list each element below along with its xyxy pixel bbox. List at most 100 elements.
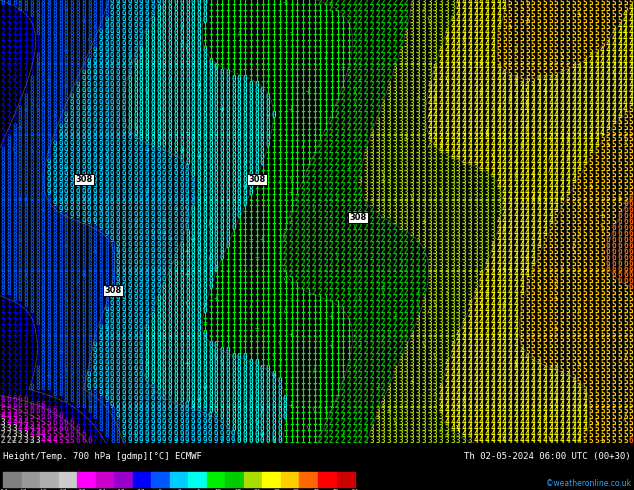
Text: 2: 2 <box>352 122 357 132</box>
Text: 7: 7 <box>6 342 11 350</box>
Text: 5: 5 <box>605 128 611 138</box>
Text: 5: 5 <box>566 306 570 315</box>
Text: 1: 1 <box>266 70 270 78</box>
Text: 4: 4 <box>496 336 501 344</box>
Text: 7: 7 <box>18 64 22 73</box>
Text: 3: 3 <box>456 282 460 291</box>
Text: 5: 5 <box>623 288 628 297</box>
Text: 9: 9 <box>105 22 109 31</box>
Text: 2: 2 <box>312 282 316 291</box>
Text: 9: 9 <box>208 418 212 427</box>
Text: 1: 1 <box>208 46 212 55</box>
Text: 2: 2 <box>370 0 374 7</box>
Text: 3: 3 <box>479 194 484 202</box>
Text: 8: 8 <box>105 276 109 285</box>
Text: 9: 9 <box>156 199 161 208</box>
Text: 8: 8 <box>35 105 40 114</box>
Text: 9: 9 <box>122 330 126 339</box>
Text: 8: 8 <box>58 365 63 374</box>
Text: 1: 1 <box>318 34 322 43</box>
Text: 9: 9 <box>105 330 109 339</box>
Text: 5: 5 <box>525 58 529 67</box>
Text: \: \ <box>6 128 11 138</box>
Text: 9: 9 <box>208 424 212 433</box>
Text: 3: 3 <box>381 424 385 433</box>
Text: 3: 3 <box>444 347 449 356</box>
Text: \: \ <box>81 270 86 279</box>
Text: 9: 9 <box>122 22 126 31</box>
Text: 4: 4 <box>444 383 449 392</box>
Text: 2: 2 <box>306 235 311 244</box>
Text: 2: 2 <box>346 270 351 279</box>
Text: 4: 4 <box>496 324 501 333</box>
Text: 0: 0 <box>168 10 172 19</box>
Text: 5: 5 <box>519 10 524 19</box>
Text: 1: 1 <box>219 282 224 291</box>
Text: 8: 8 <box>98 400 103 410</box>
Text: 9: 9 <box>81 122 86 132</box>
Text: 5: 5 <box>566 330 570 339</box>
Text: 4: 4 <box>479 347 484 356</box>
Text: 8: 8 <box>41 134 46 144</box>
Text: 3: 3 <box>439 294 443 303</box>
Text: 2: 2 <box>329 170 333 179</box>
Text: 1: 1 <box>306 406 311 416</box>
Text: 0: 0 <box>197 122 201 132</box>
Text: 8: 8 <box>35 122 40 132</box>
Text: 8: 8 <box>64 306 68 315</box>
Text: 9: 9 <box>110 223 115 232</box>
Text: 9: 9 <box>98 111 103 120</box>
Text: 8: 8 <box>6 147 11 155</box>
Text: 0: 0 <box>260 430 264 439</box>
Text: 8: 8 <box>6 282 11 291</box>
Text: 3: 3 <box>387 182 391 191</box>
Text: 9: 9 <box>98 223 103 232</box>
Text: 1: 1 <box>288 105 294 114</box>
Text: 7: 7 <box>87 418 92 427</box>
Text: 9: 9 <box>139 318 143 327</box>
Text: 4: 4 <box>519 188 524 196</box>
Text: 308: 308 <box>349 213 367 222</box>
Text: 9: 9 <box>150 276 155 285</box>
Text: 8: 8 <box>35 16 40 25</box>
Text: 5: 5 <box>560 58 564 67</box>
Text: 1: 1 <box>288 336 294 344</box>
Text: 0: 0 <box>254 400 259 410</box>
Text: 4: 4 <box>531 182 536 191</box>
Text: 4: 4 <box>491 51 495 61</box>
Text: 0: 0 <box>231 158 236 167</box>
Text: 5: 5 <box>600 170 605 179</box>
Text: 4: 4 <box>462 93 466 102</box>
Text: 0: 0 <box>266 140 270 149</box>
Text: 4: 4 <box>456 111 460 120</box>
Text: 4: 4 <box>600 58 605 67</box>
Text: 9: 9 <box>122 394 126 404</box>
Text: 5: 5 <box>600 294 605 303</box>
Text: 8: 8 <box>105 400 109 410</box>
Text: +: + <box>162 229 167 238</box>
Text: 0: 0 <box>202 247 207 256</box>
Text: 1: 1 <box>288 111 294 120</box>
Text: 5: 5 <box>548 347 553 356</box>
Text: 4: 4 <box>588 105 593 114</box>
Text: 2: 2 <box>364 424 368 433</box>
Text: 5: 5 <box>600 318 605 327</box>
Text: 3: 3 <box>415 99 420 108</box>
Text: 0: 0 <box>243 383 247 392</box>
Text: 1: 1 <box>271 182 276 191</box>
Text: 2: 2 <box>392 46 397 55</box>
Text: 5: 5 <box>560 318 564 327</box>
Text: 4: 4 <box>491 122 495 132</box>
Text: 8: 8 <box>93 282 98 291</box>
Text: 9: 9 <box>116 182 120 191</box>
Text: 8: 8 <box>47 365 51 374</box>
Text: 1: 1 <box>260 359 264 368</box>
Text: 1: 1 <box>301 147 305 155</box>
Text: /: / <box>566 152 570 161</box>
Text: 3: 3 <box>427 418 432 427</box>
Text: 5: 5 <box>605 188 611 196</box>
Text: 2: 2 <box>335 294 339 303</box>
Text: 3: 3 <box>439 324 443 333</box>
Text: 3: 3 <box>410 0 415 7</box>
Text: 2: 2 <box>370 288 374 297</box>
